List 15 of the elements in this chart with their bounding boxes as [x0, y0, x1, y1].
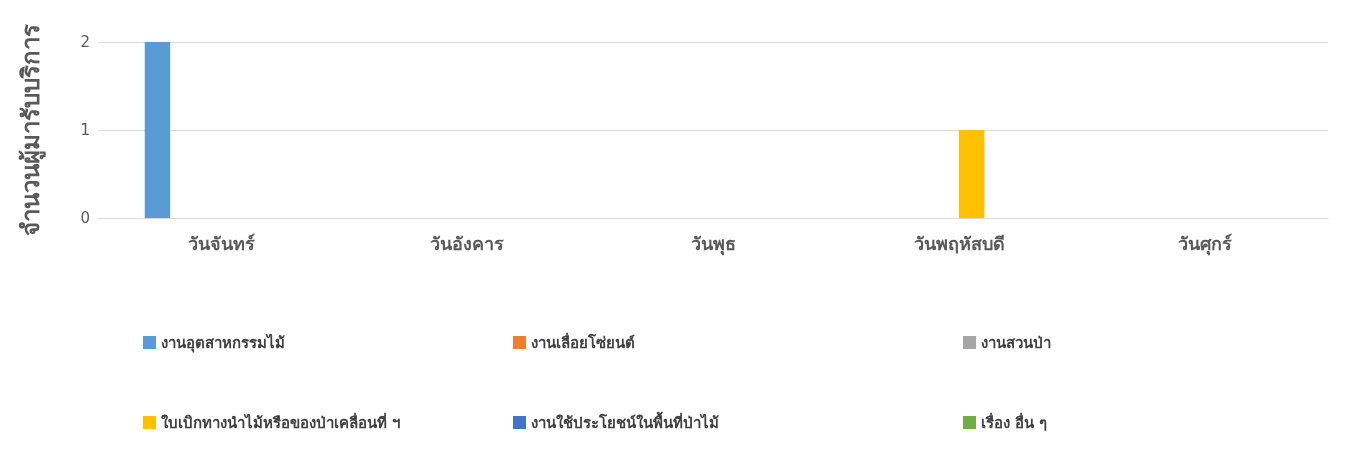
x-tick-label: วันจันทร์ — [187, 232, 255, 254]
legend-label: งานใช้ประโยชน์ในพื้นที่ป่าไม้ — [531, 410, 719, 432]
x-tick-label: วันพุธ — [690, 232, 736, 256]
legend-label: งานสวนป่า — [981, 333, 1051, 352]
x-tick-label: วันอังคาร — [430, 232, 504, 254]
y-tick-label: 1 — [80, 121, 90, 139]
legend-label: เรื่อง อื่น ๆ — [981, 411, 1048, 432]
legend-label: งานอุตสาหกรรมไม้ — [161, 332, 285, 353]
y-tick-label: 0 — [80, 209, 90, 227]
legend-label: ใบเบิกทางนำไม้หรือของป่าเคลื่อนที่ ฯ — [161, 411, 401, 432]
legend-label: งานเลื่อยโซ่ยนต์ — [531, 331, 635, 352]
x-tick-label: วันศุกร์ — [1178, 232, 1232, 256]
y-axis-title: จำนวนผู้มารับบริการ — [17, 24, 46, 236]
y-tick-label: 2 — [80, 33, 90, 51]
x-tick-label: วันพฤหัสบดี — [913, 232, 1005, 254]
